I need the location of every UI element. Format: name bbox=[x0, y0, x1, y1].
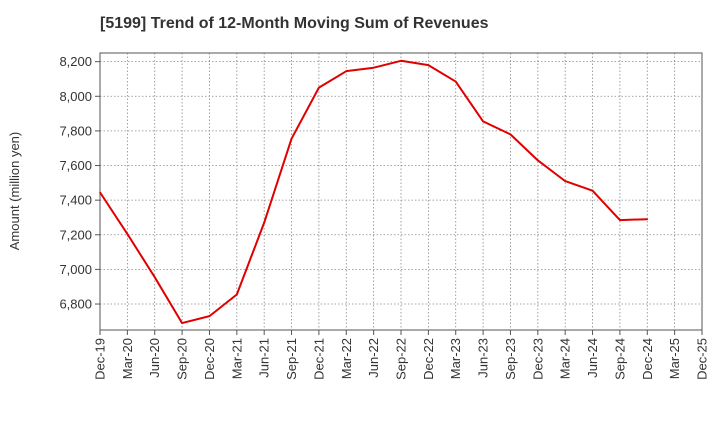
x-tick-label: Dec-20 bbox=[202, 338, 217, 380]
data-point bbox=[236, 293, 238, 296]
y-tick-label: 7,200 bbox=[59, 227, 92, 242]
x-tick-label: Dec-24 bbox=[640, 338, 655, 380]
data-point bbox=[263, 221, 265, 224]
y-tick-label: 6,800 bbox=[59, 297, 92, 312]
data-point bbox=[290, 137, 293, 140]
x-tick-label: Sep-21 bbox=[284, 338, 299, 380]
y-tick-label: 7,000 bbox=[59, 262, 92, 277]
data-point bbox=[153, 276, 156, 278]
x-tick-label: Jun-22 bbox=[366, 338, 381, 378]
data-point bbox=[454, 80, 457, 83]
data-point bbox=[564, 180, 566, 182]
data-point bbox=[345, 70, 348, 72]
x-tick-label: Mar-21 bbox=[229, 338, 244, 379]
chart-title: [5199] Trend of 12-Month Moving Sum of R… bbox=[100, 15, 489, 32]
x-tick-label: Dec-25 bbox=[695, 338, 710, 380]
x-tick-label: Sep-22 bbox=[394, 338, 409, 380]
x-tick-label: Jun-24 bbox=[585, 338, 600, 378]
x-tick-label: Mar-20 bbox=[120, 338, 135, 379]
data-point bbox=[646, 218, 649, 220]
x-tick-label: Sep-23 bbox=[503, 338, 518, 380]
y-tick-label: 7,600 bbox=[59, 158, 92, 173]
x-tick-label: Dec-22 bbox=[421, 338, 436, 380]
data-point bbox=[537, 159, 539, 162]
y-tick-label: 8,000 bbox=[59, 89, 92, 104]
x-tick-label: Dec-23 bbox=[530, 338, 545, 380]
x-tick-label: Sep-20 bbox=[175, 338, 190, 380]
data-point bbox=[509, 133, 512, 136]
x-tick-label: Jun-23 bbox=[476, 338, 491, 378]
x-tick-label: Dec-19 bbox=[93, 338, 108, 380]
x-tick-label: Mar-25 bbox=[667, 338, 682, 379]
data-point bbox=[99, 191, 101, 194]
y-tick-label: 7,800 bbox=[59, 123, 92, 138]
data-point bbox=[619, 219, 621, 221]
x-tick-label: Mar-24 bbox=[558, 338, 573, 379]
x-tick-label: Mar-22 bbox=[339, 338, 354, 379]
x-axis-ticks: Dec-19 Mar-20 Jun-20 Sep-20 Dec-20 Mar-21 Jun-… bbox=[93, 330, 710, 380]
data-point bbox=[318, 86, 320, 89]
data-point bbox=[372, 66, 375, 69]
data-point bbox=[427, 64, 430, 66]
y-tick-label: 8,200 bbox=[59, 54, 92, 69]
y-axis-ticks: 6,800 7,000 7,200 7,400 7,600 7,800 8,000 8,200 bbox=[59, 54, 100, 312]
series-layer bbox=[99, 59, 649, 325]
x-tick-label: Dec-21 bbox=[311, 338, 326, 380]
data-point bbox=[126, 233, 129, 235]
x-tick-label: Sep-24 bbox=[612, 338, 627, 380]
data-point bbox=[482, 120, 484, 123]
x-tick-label: Jun-20 bbox=[147, 338, 162, 378]
data-point bbox=[208, 315, 211, 317]
data-point bbox=[400, 59, 402, 62]
data-point bbox=[181, 322, 183, 324]
data-point bbox=[591, 189, 594, 192]
y-tick-label: 7,400 bbox=[59, 193, 92, 208]
grid-layer bbox=[100, 53, 702, 330]
y-axis-label: Amount (million yen) bbox=[7, 132, 22, 251]
series-line bbox=[99, 59, 648, 325]
x-tick-label: Mar-23 bbox=[448, 338, 463, 379]
x-tick-label: Jun-21 bbox=[257, 338, 272, 378]
